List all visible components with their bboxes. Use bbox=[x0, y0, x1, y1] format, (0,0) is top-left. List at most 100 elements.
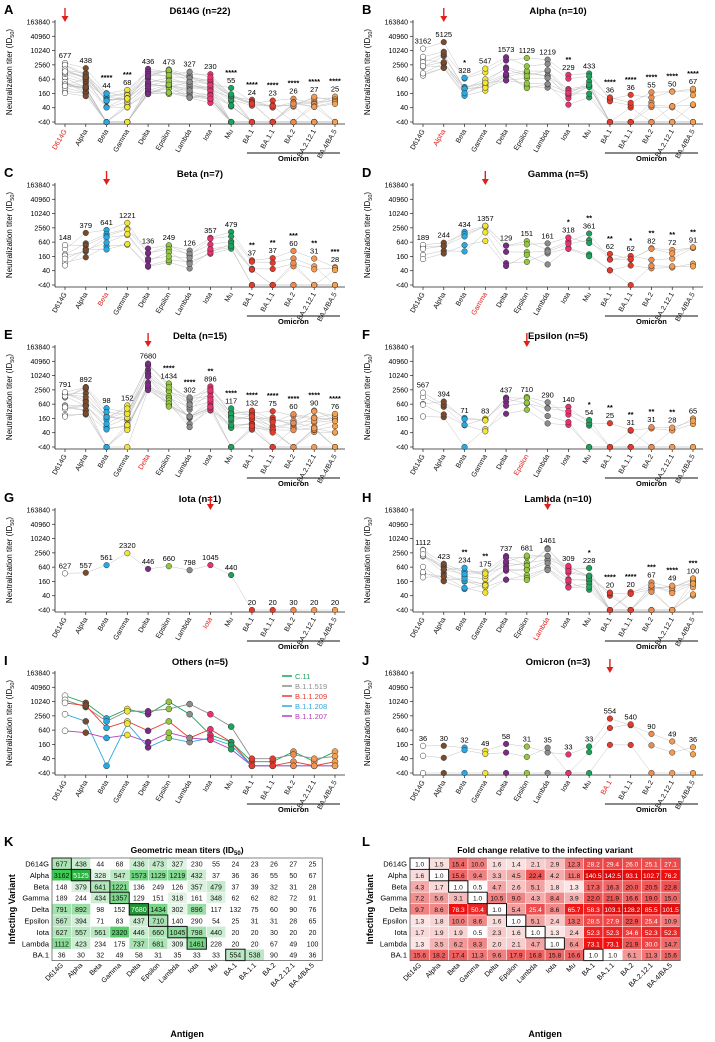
x-tick-label: Beta bbox=[455, 453, 468, 469]
sample-line bbox=[422, 718, 694, 755]
data-point bbox=[523, 753, 530, 760]
gmt-label: 100 bbox=[687, 566, 700, 575]
data-point bbox=[311, 281, 318, 289]
data-point bbox=[627, 443, 634, 451]
y-tick-label: 160 bbox=[38, 416, 50, 423]
data-point bbox=[290, 606, 297, 614]
series-line-B.1.1.209 bbox=[64, 702, 336, 767]
gmt-label: 24 bbox=[248, 88, 256, 97]
data-point bbox=[82, 384, 89, 391]
heatmap-value: 4.3 bbox=[531, 896, 540, 903]
data-point bbox=[440, 398, 447, 405]
x-tick-label: Alpha bbox=[432, 128, 447, 147]
data-point bbox=[331, 443, 339, 451]
sample-line bbox=[64, 552, 335, 611]
x-tick-label: Epsilon bbox=[513, 779, 531, 802]
data-point bbox=[627, 91, 634, 98]
heatmap-value: 49 bbox=[289, 941, 297, 948]
data-point bbox=[627, 741, 634, 749]
data-point bbox=[82, 246, 89, 254]
infecting-arrow-icon bbox=[481, 179, 489, 185]
data-point bbox=[523, 72, 530, 79]
x-tick-label: D614G bbox=[52, 454, 69, 477]
heatmap-value: 1045 bbox=[170, 930, 186, 937]
heatmap-value: 22.8 bbox=[664, 884, 677, 891]
y-tick-label: 40960 bbox=[389, 359, 409, 366]
data-point bbox=[124, 104, 131, 111]
gmt-label: 136 bbox=[142, 237, 155, 246]
data-point bbox=[689, 575, 697, 582]
y-tick-label: 640 bbox=[38, 402, 50, 409]
gmt-label: 1461 bbox=[539, 536, 556, 545]
data-point bbox=[82, 702, 90, 709]
gmt-label: 49 bbox=[481, 739, 489, 748]
heatmap-value: 50 bbox=[289, 873, 297, 880]
heatmap-value: 1.3 bbox=[415, 919, 424, 926]
data-point bbox=[82, 402, 89, 410]
data-point bbox=[544, 546, 551, 553]
x-tick-label: BA.2 bbox=[642, 128, 656, 145]
y-axis-label-sub: 50 bbox=[368, 32, 374, 38]
data-point bbox=[440, 742, 447, 749]
data-point bbox=[461, 74, 468, 81]
x-tick-label: Lambda bbox=[175, 616, 194, 641]
panel-F: F Epsilon (n=5) Neutralization titer (ID50… bbox=[362, 327, 703, 488]
y-tick-label: 163840 bbox=[27, 20, 50, 27]
heatmap-value: 31 bbox=[289, 884, 297, 891]
data-point bbox=[586, 81, 593, 88]
y-tick-label: 163840 bbox=[385, 508, 408, 515]
gmt-label: 302 bbox=[183, 385, 196, 394]
heatmap-value: 0.5 bbox=[473, 884, 482, 891]
data-point bbox=[290, 247, 297, 254]
heatmap-box bbox=[486, 903, 508, 916]
data-point bbox=[419, 63, 427, 70]
heatmap-value: 85.5 bbox=[645, 907, 658, 914]
y-tick-label: <40 bbox=[396, 283, 408, 290]
heatmap-value: 37 bbox=[212, 873, 220, 880]
heatmap-value: 892 bbox=[75, 907, 87, 914]
heatmap-value: 27.1 bbox=[664, 862, 677, 869]
sample-line bbox=[64, 229, 336, 270]
heatmap-col-label: Gamma bbox=[100, 962, 123, 985]
y-axis-label: Neutralization titer (ID50) bbox=[363, 354, 374, 440]
data-point bbox=[523, 743, 530, 750]
x-tick-label: Gamma bbox=[113, 128, 132, 153]
y-tick-label: 40 bbox=[42, 268, 50, 275]
heatmap-value: 791 bbox=[56, 907, 68, 914]
heatmap-value: 309 bbox=[172, 941, 184, 948]
data-point bbox=[228, 443, 235, 451]
data-point bbox=[606, 715, 613, 722]
sample-line bbox=[64, 71, 336, 123]
data-point bbox=[586, 749, 593, 756]
x-tick-label: Lambda bbox=[175, 779, 194, 804]
data-point bbox=[689, 263, 697, 270]
y-axis-label-end: ) bbox=[363, 517, 372, 520]
data-point bbox=[82, 74, 89, 81]
heatmap-value: 2.9 bbox=[550, 862, 559, 869]
data-point bbox=[586, 769, 593, 777]
heatmap-value: 1.0 bbox=[608, 953, 617, 960]
data-point bbox=[290, 411, 297, 418]
x-tick-label: Mu bbox=[224, 453, 235, 465]
gmt-label: 677 bbox=[59, 51, 72, 60]
data-point bbox=[269, 118, 276, 126]
heatmap-value: 1.4 bbox=[512, 862, 521, 869]
data-point bbox=[419, 389, 427, 396]
data-point bbox=[544, 248, 551, 255]
data-point bbox=[565, 577, 572, 584]
heatmap-value: 2.0 bbox=[492, 941, 501, 948]
x-tick-label: Delta bbox=[496, 453, 510, 471]
data-point bbox=[544, 60, 551, 67]
x-tick-label: BA.4/BA.5 bbox=[675, 128, 697, 160]
x-tick-label: Delta bbox=[496, 291, 510, 309]
heatmap-value: 140 bbox=[172, 919, 184, 926]
data-point bbox=[103, 97, 110, 104]
data-point bbox=[482, 237, 489, 244]
sample-line bbox=[422, 548, 694, 611]
significance-label: ** bbox=[649, 407, 655, 416]
significance-label: **** bbox=[308, 391, 320, 400]
x-tick-label: Beta bbox=[97, 291, 110, 307]
heatmap-value: 394 bbox=[75, 919, 87, 926]
data-point bbox=[461, 747, 468, 754]
heatmap-value: 20 bbox=[251, 930, 259, 937]
